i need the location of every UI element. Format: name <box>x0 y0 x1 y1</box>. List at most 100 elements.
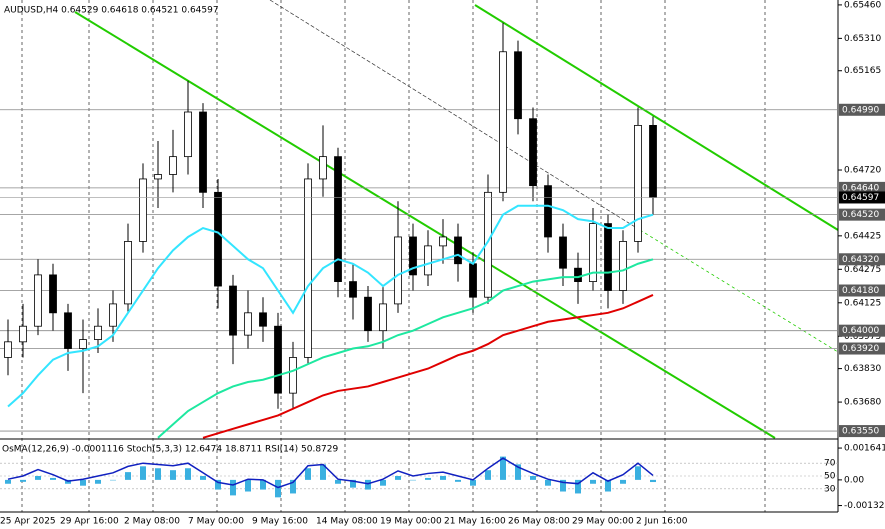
level-label: 0.64180 <box>842 286 879 296</box>
candle-body <box>64 312 72 349</box>
moving-average <box>202 294 654 439</box>
osma-tick-label: -0.001324 <box>844 501 885 511</box>
osma-bar <box>260 479 266 490</box>
y-tick-label: 0.63830 <box>844 364 881 374</box>
moving-average <box>157 258 654 439</box>
rsi-tick-label: 50 <box>824 472 836 482</box>
time-label: 9 May 16:00 <box>252 517 308 527</box>
last-price-box <box>839 191 885 204</box>
candle-body <box>379 303 387 332</box>
candle-body <box>409 236 417 276</box>
osma-bar <box>350 479 356 488</box>
candle-body <box>4 341 12 358</box>
level-label: 0.63550 <box>842 427 879 437</box>
osma-bar <box>650 479 656 483</box>
candle-body <box>544 185 552 238</box>
y-tick-label: 0.64125 <box>844 298 881 308</box>
candle-body <box>274 325 282 394</box>
chart-title: AUDUSD,H4 0.64529 0.64618 0.64521 0.6459… <box>4 6 219 16</box>
osma-bar <box>200 476 206 480</box>
osma-bar <box>530 476 536 480</box>
osma-bar <box>635 466 641 480</box>
level-box <box>839 253 885 266</box>
osma-bar <box>110 479 116 481</box>
candle-body <box>154 174 162 180</box>
candle-body <box>424 245 432 276</box>
candle-body <box>394 236 402 305</box>
osma-bar <box>140 466 146 480</box>
candle-body <box>499 51 507 193</box>
osma-bar <box>230 479 236 496</box>
candle-body <box>469 263 477 298</box>
candle-body <box>169 156 177 175</box>
time-label: 2 May 08:00 <box>124 517 180 527</box>
level-label: 0.64000 <box>842 326 879 336</box>
osma-bar <box>500 456 506 480</box>
osma-bar <box>155 468 161 480</box>
y-tick-label: 0.63975 <box>844 332 881 342</box>
level-box <box>839 324 885 337</box>
osma-bar <box>125 472 131 480</box>
candle-body <box>349 281 357 298</box>
candle-body <box>49 274 57 314</box>
candle-body <box>229 285 237 336</box>
osma-bar <box>560 479 566 492</box>
level-box <box>839 103 885 116</box>
osma-bar <box>515 464 521 480</box>
osma-bar <box>80 479 86 486</box>
y-tick-label: 0.64425 <box>844 231 881 241</box>
level-box <box>839 181 885 194</box>
osma-bar <box>5 479 11 484</box>
indicator-title: OsMA(12,26,9) -0.0001116 Stoch(5,3,3) 12… <box>2 445 338 455</box>
osma-bar <box>290 479 296 494</box>
level-box <box>839 208 885 221</box>
level-box <box>839 284 885 297</box>
candle-body <box>559 236 567 269</box>
candle-body <box>574 267 582 282</box>
time-label: 29 May 00:00 <box>572 517 634 527</box>
candle-body <box>259 312 267 327</box>
osma-bar <box>605 479 611 492</box>
osma-bar <box>335 479 341 484</box>
osma-bar <box>50 477 56 480</box>
level-label: 0.64320 <box>842 255 879 265</box>
osma-bar <box>305 468 311 480</box>
candle-body <box>94 325 102 341</box>
candle-body <box>184 111 192 158</box>
osma-bar <box>455 479 461 482</box>
osma-bar <box>425 477 431 480</box>
osma-bar <box>170 470 176 480</box>
osma-bar <box>545 479 551 486</box>
time-label: 25 Apr 2025 <box>0 517 56 527</box>
osma-bar <box>395 476 401 480</box>
candle-body <box>244 312 252 336</box>
osma-bar <box>440 476 446 480</box>
y-tick-label: 0.65165 <box>844 66 881 76</box>
candle-body <box>34 274 42 327</box>
last-price-label: 0.64597 <box>842 193 879 203</box>
trend-lines <box>74 0 839 439</box>
level-box <box>839 425 885 438</box>
osma-bar <box>215 479 221 490</box>
candle-body <box>439 236 447 247</box>
candle-body <box>79 339 87 349</box>
candle-body <box>304 178 312 358</box>
time-label: 26 May 08:00 <box>508 517 570 527</box>
candle-body <box>604 223 612 291</box>
candle-body <box>214 191 222 287</box>
osma-bar <box>575 479 581 494</box>
candle-body <box>514 51 522 120</box>
candle-body <box>589 223 597 282</box>
level-label: 0.64640 <box>842 183 879 193</box>
y-tick-label: 0.65310 <box>844 34 881 44</box>
osma-tick-label: 0.00 <box>844 475 864 485</box>
level-box <box>839 342 885 355</box>
osma-bar <box>320 464 326 480</box>
time-label: 21 May 16:00 <box>444 517 506 527</box>
osma-bar <box>20 479 26 482</box>
time-label: 14 May 08:00 <box>316 517 378 527</box>
time-label: 7 May 00:00 <box>188 517 244 527</box>
osma-bar <box>485 470 491 480</box>
osma-bar <box>620 479 626 484</box>
